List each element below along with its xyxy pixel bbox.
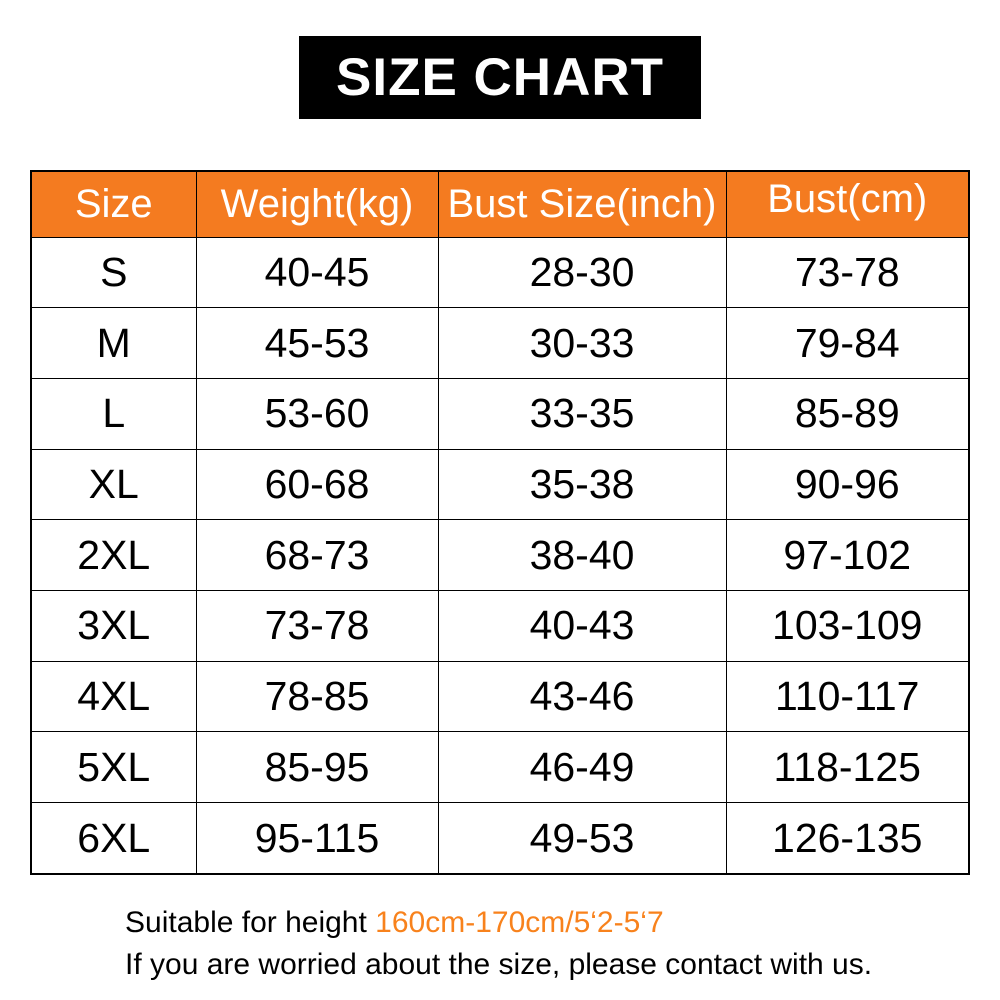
table-cell: 28-30 <box>437 236 727 309</box>
table-row: L 53-60 33-35 85-89 <box>30 377 970 450</box>
page-title: SIZE CHART <box>336 48 664 107</box>
table-header-row: Size Weight(kg) Bust Size(inch) Bust(cm) <box>30 170 970 238</box>
table-cell: 85-95 <box>195 731 439 803</box>
table-cell: 118-125 <box>725 731 970 803</box>
table-cell: 60-68 <box>195 448 439 521</box>
table-cell: 4XL <box>30 660 197 733</box>
table-cell: 5XL <box>30 731 197 803</box>
table-cell: M <box>30 307 197 379</box>
table-cell: 103-109 <box>725 589 970 662</box>
table-cell: 35-38 <box>437 448 727 521</box>
height-range-highlight: 160cm-170cm/5‘2-5‘7 <box>375 906 664 939</box>
table-cell: 3XL <box>30 589 197 662</box>
table-cell: 53-60 <box>195 377 439 450</box>
col-header-size: Size <box>30 170 197 238</box>
table-cell: 45-53 <box>195 307 439 379</box>
table-cell: 73-78 <box>725 236 970 309</box>
table-cell: 33-35 <box>437 377 727 450</box>
height-suitability-prefix: Suitable for height <box>125 906 376 939</box>
table-row: 3XL 73-78 40-43 103-109 <box>30 589 970 662</box>
table-cell: 90-96 <box>725 448 970 521</box>
table-row: M 45-53 30-33 79-84 <box>30 307 970 379</box>
table-row: XL 60-68 35-38 90-96 <box>30 448 970 521</box>
col-header-weight: Weight(kg) <box>195 170 439 238</box>
table-cell: 68-73 <box>195 519 439 591</box>
table-cell: XL <box>30 448 197 521</box>
table-row: 2XL 68-73 38-40 97-102 <box>30 519 970 591</box>
table-row: S 40-45 28-30 73-78 <box>30 236 970 309</box>
table-cell: 73-78 <box>195 589 439 662</box>
table-cell: 79-84 <box>725 307 970 379</box>
size-table: Size Weight(kg) Bust Size(inch) Bust(cm)… <box>30 170 970 875</box>
table-cell: 49-53 <box>437 802 727 875</box>
table-row: 5XL 85-95 46-49 118-125 <box>30 731 970 803</box>
col-header-bust-cm: Bust(cm) <box>725 170 970 238</box>
table-cell: 40-43 <box>437 589 727 662</box>
table-cell: 38-40 <box>437 519 727 591</box>
table-cell: 43-46 <box>437 660 727 733</box>
table-cell: 85-89 <box>725 377 970 450</box>
table-cell: 126-135 <box>725 802 970 875</box>
height-suitability-text: Suitable for height 160cm-170cm/5‘2-5‘7 <box>125 902 872 944</box>
col-header-bust-inch: Bust Size(inch) <box>437 170 727 238</box>
table-row: 4XL 78-85 43-46 110-117 <box>30 660 970 733</box>
table-cell: 30-33 <box>437 307 727 379</box>
table-cell: 6XL <box>30 802 197 875</box>
title-banner: SIZE CHART <box>299 36 701 119</box>
table-row: 6XL 95-115 49-53 126-135 <box>30 802 970 875</box>
table-cell: 78-85 <box>195 660 439 733</box>
table-cell: 46-49 <box>437 731 727 803</box>
table-cell: S <box>30 236 197 309</box>
footer-note: Suitable for height 160cm-170cm/5‘2-5‘7 … <box>125 902 872 986</box>
table-cell: 110-117 <box>725 660 970 733</box>
table-cell: 95-115 <box>195 802 439 875</box>
table-cell: 40-45 <box>195 236 439 309</box>
table-cell: 97-102 <box>725 519 970 591</box>
table-cell: L <box>30 377 197 450</box>
table-cell: 2XL <box>30 519 197 591</box>
contact-note: If you are worried about the size, pleas… <box>125 948 873 981</box>
